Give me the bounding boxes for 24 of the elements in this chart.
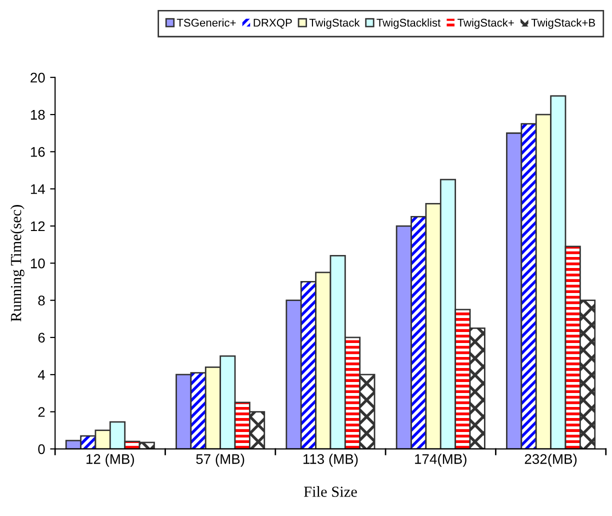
legend-label: TSGeneric+ xyxy=(176,18,236,27)
y-tick-label: 6 xyxy=(38,332,45,343)
legend-label: TwigStack+ xyxy=(458,18,514,29)
y-tick-label: 2 xyxy=(38,407,45,417)
legend-label: TwigStack xyxy=(309,18,360,29)
x-tick-label: 57 (MB) xyxy=(196,454,244,467)
legend-label: TwigStack+B xyxy=(531,18,596,29)
x-tick-label: 113 (MB) xyxy=(303,454,358,467)
y-tick-label: 4 xyxy=(38,370,45,380)
y-tick-label: 18 xyxy=(30,110,45,120)
x-tick-label: 12 (MB) xyxy=(86,454,134,467)
legend-label: DRXQP xyxy=(254,18,292,29)
y-tick-label: 20 xyxy=(30,72,45,83)
y-tick-label: 8 xyxy=(38,296,45,306)
y-tick-label: 16 xyxy=(30,147,45,157)
y-axis-title: Running Time(sec) xyxy=(10,205,24,322)
y-tick-label: 12 xyxy=(30,221,45,232)
y-tick-label: 14 xyxy=(30,184,45,194)
x-tick-label: 232(MB) xyxy=(524,454,577,467)
x-tick-label: 174(MB) xyxy=(415,454,466,467)
legend-label: TwigStacklist xyxy=(376,18,441,29)
y-tick-label: 0 xyxy=(38,444,45,454)
x-axis-title: File Size xyxy=(304,486,357,497)
y-tick-label: 10 xyxy=(30,258,45,268)
